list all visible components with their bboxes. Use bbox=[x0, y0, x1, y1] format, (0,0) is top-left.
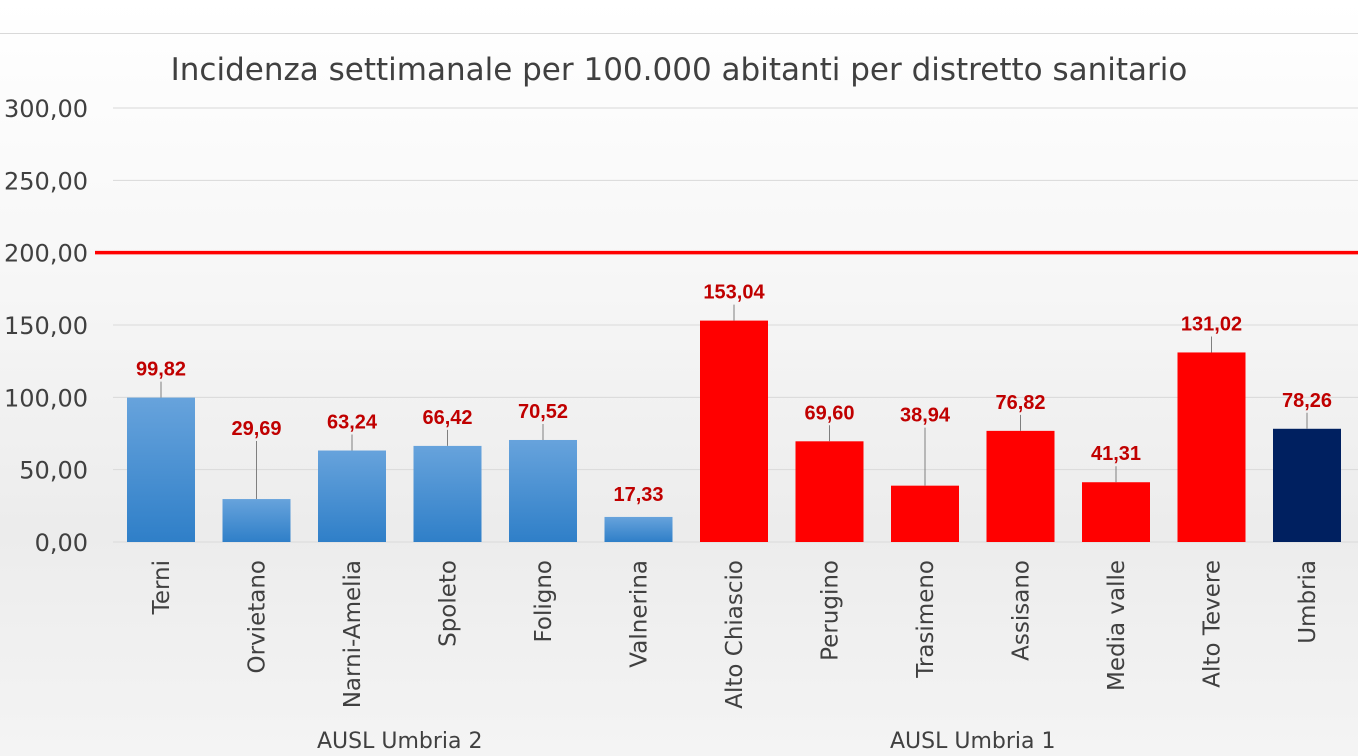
x-tick-label: Trasimeno bbox=[913, 560, 939, 679]
bar bbox=[509, 439, 577, 542]
bar bbox=[222, 499, 291, 542]
bar bbox=[1273, 428, 1341, 542]
group-label: AUSL Umbria 2 bbox=[317, 729, 483, 754]
bar bbox=[1177, 352, 1246, 542]
data-label: 17,33 bbox=[613, 484, 663, 506]
y-tick-label: 200,00 bbox=[4, 240, 88, 268]
x-tick-label: Orvietano bbox=[245, 560, 271, 673]
x-tick-label: Alto Tevere bbox=[1200, 560, 1226, 688]
x-tick-label: Perugino bbox=[818, 560, 844, 661]
bar bbox=[1082, 482, 1150, 542]
bar bbox=[986, 430, 1055, 542]
x-tick-label: Narni-Amelia bbox=[340, 560, 366, 708]
top-divider bbox=[0, 33, 1358, 34]
y-tick-label: 0,00 bbox=[35, 529, 88, 557]
data-label: 76,82 bbox=[995, 392, 1045, 414]
data-label: 153,04 bbox=[703, 282, 765, 304]
group-label: AUSL Umbria 1 bbox=[890, 729, 1056, 754]
y-tick-label: 150,00 bbox=[4, 312, 88, 340]
y-tick-label: 100,00 bbox=[4, 384, 88, 412]
bar bbox=[700, 320, 768, 542]
x-tick-label: Foligno bbox=[531, 560, 557, 643]
bar bbox=[604, 516, 673, 542]
y-tick-label: 300,00 bbox=[4, 95, 88, 123]
chart-title: Incidenza settimanale per 100.000 abitan… bbox=[170, 52, 1188, 88]
x-tick-label: Media valle bbox=[1104, 560, 1130, 691]
y-tick-label: 250,00 bbox=[4, 167, 88, 195]
x-tick-label: Assisano bbox=[1009, 560, 1035, 661]
x-tick-label: Valnerina bbox=[627, 560, 653, 668]
data-label: 38,94 bbox=[900, 405, 951, 427]
data-label: 69,60 bbox=[804, 402, 854, 424]
data-label: 99,82 bbox=[136, 359, 186, 381]
bar bbox=[795, 441, 864, 542]
bar bbox=[413, 445, 482, 542]
data-label: 29,69 bbox=[231, 418, 281, 440]
x-tick-label: Spoleto bbox=[436, 560, 462, 647]
data-label: 131,02 bbox=[1181, 313, 1242, 335]
data-label: 78,26 bbox=[1282, 390, 1332, 412]
data-label: 63,24 bbox=[327, 412, 378, 434]
x-tick-label: Umbria bbox=[1295, 560, 1321, 644]
data-label: 66,42 bbox=[422, 407, 472, 429]
bar bbox=[318, 450, 386, 542]
data-label: 70,52 bbox=[518, 401, 568, 423]
y-tick-label: 50,00 bbox=[19, 457, 88, 485]
bar bbox=[127, 397, 195, 542]
x-tick-label: Alto Chiascio bbox=[722, 560, 748, 709]
data-label: 41,31 bbox=[1091, 443, 1141, 465]
bar bbox=[891, 485, 959, 542]
x-tick-label: Terni bbox=[149, 560, 175, 615]
